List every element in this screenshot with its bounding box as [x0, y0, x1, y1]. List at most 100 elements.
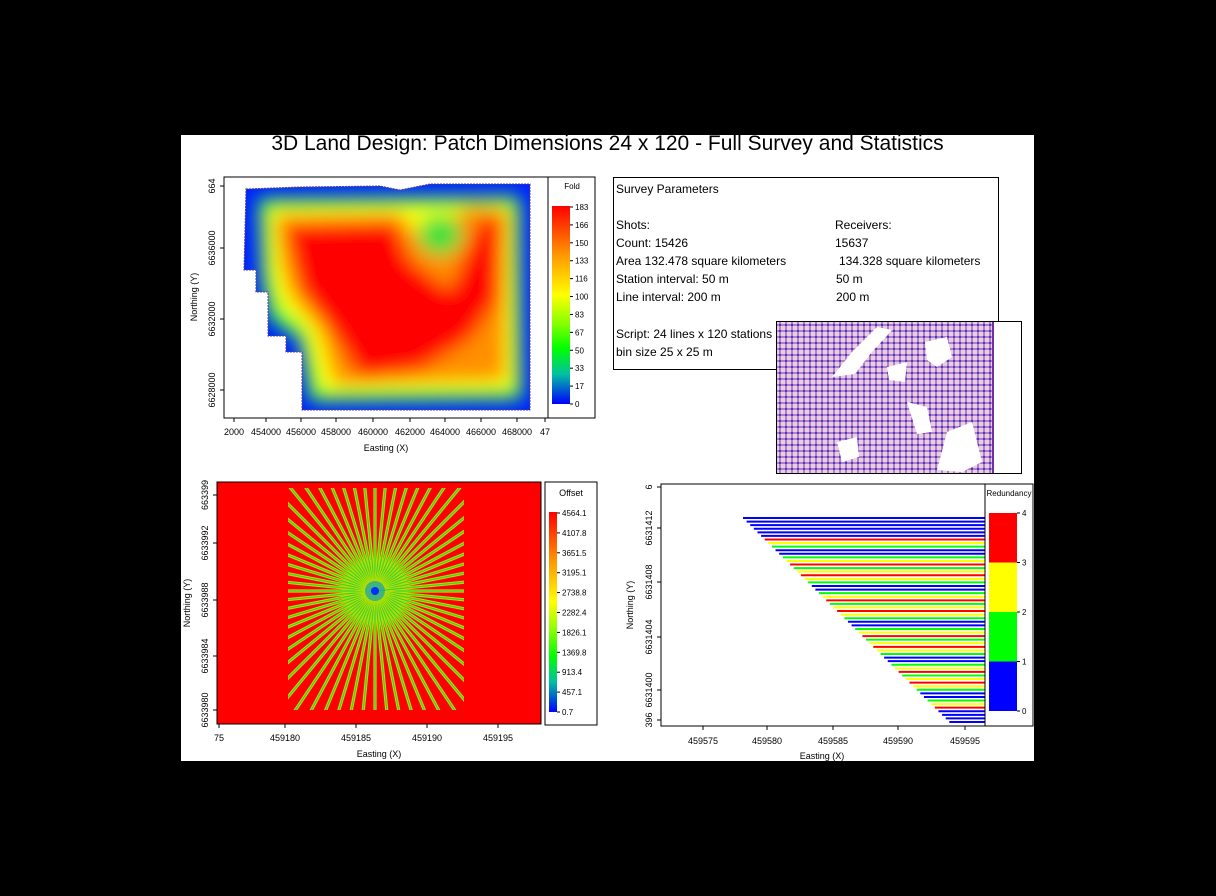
- fold-x-tick-label: 2000: [224, 427, 244, 437]
- fold-x-tick-label: 47: [540, 427, 550, 437]
- bin-size-text: bin size 25 x 25 m: [616, 345, 713, 359]
- offset-spoke-core: [374, 590, 464, 610]
- offset-spoke-core: [374, 590, 464, 629]
- offset-colorbar-label: 2282.4: [562, 609, 587, 618]
- redundancy-y-tick-label: 6631400: [644, 672, 654, 707]
- offset-spoke-core: [374, 590, 400, 710]
- fold-colorbar-title: Fold: [564, 182, 580, 191]
- shots-label: Shots:: [616, 218, 651, 232]
- offset-x-tick-label: 459185: [341, 733, 371, 743]
- fold-colorbar-label: 183: [575, 203, 589, 212]
- redundancy-colorbar-segment: [989, 513, 1017, 563]
- fold-colorbar-label: 67: [575, 328, 584, 337]
- receivers-count: 15637: [835, 236, 869, 250]
- offset-spoke-core: [288, 518, 376, 592]
- offset-y-tick-label: 663399: [200, 480, 210, 510]
- offset-spoke-core: [374, 590, 464, 640]
- redundancy-colorbar-label: 3: [1022, 559, 1027, 568]
- offset-spoke-core: [374, 590, 464, 665]
- page-title: 3D Land Design: Patch Dimensions 24 x 12…: [271, 132, 944, 155]
- fold-colorbar-label: 166: [575, 221, 589, 230]
- redundancy-x-tick-label: 459575: [688, 736, 718, 746]
- redundancy-y-tick-label: 396: [644, 712, 654, 727]
- offset-colorbar-label: 0.7: [562, 708, 574, 717]
- offset-spoke-core: [288, 590, 376, 650]
- survey-layout-grid: [777, 322, 994, 473]
- offset-colorbar-label: 913.4: [562, 668, 583, 677]
- offset-spoke-core: [374, 590, 440, 710]
- offset-spoke-core: [288, 590, 376, 619]
- offset-spoke-core: [374, 517, 464, 592]
- offset-spoke-core: [374, 590, 464, 601]
- offset-x-label: Easting (X): [357, 749, 402, 759]
- offset-spoke-core: [374, 530, 464, 592]
- offset-spokes: [288, 488, 464, 710]
- offset-colorbar-label: 1369.8: [562, 648, 587, 657]
- fold-heat: [244, 184, 530, 410]
- offset-spoke-core: [305, 488, 376, 592]
- offset-spoke-core: [288, 590, 376, 639]
- offset-spoke-core: [288, 503, 376, 592]
- offset-spoke-core: [374, 488, 419, 592]
- offset-colorbar-label: 3651.5: [562, 549, 587, 558]
- fold-colorbar-label: 50: [575, 346, 584, 355]
- offset-spoke-core: [374, 563, 464, 592]
- offset-colorbar-title: Offset: [559, 488, 583, 498]
- redundancy-colorbar-segment: [989, 562, 1017, 612]
- fold-x-tick-label: 462000: [395, 427, 425, 437]
- redundancy-y-label: Northing (Y): [625, 581, 635, 630]
- offset-x-tick-label: 459190: [412, 733, 442, 743]
- offset-colorbar-label: 4564.1: [562, 509, 587, 518]
- fold-x-tick-label: 460000: [358, 427, 388, 437]
- fold-y-tick-label: 6628000: [207, 372, 217, 407]
- redundancy-x-tick-label: 459590: [883, 736, 913, 746]
- script-text: Script: 24 lines x 120 stations: [616, 327, 773, 341]
- offset-colorbar-gradient: [549, 512, 557, 712]
- redundancy-x-tick-label: 459585: [818, 736, 848, 746]
- offset-center-core: [371, 587, 379, 595]
- redundancy-colorbar-title: Redundancy: [987, 489, 1032, 498]
- receivers-line-interval: 200 m: [836, 290, 870, 304]
- offset-spoke-core: [289, 488, 376, 592]
- fold-x-tick-label: 464000: [430, 427, 460, 437]
- fold-colorbar-label: 83: [575, 310, 584, 319]
- redundancy-colorbar-label: 4: [1022, 509, 1027, 518]
- redundancy-x-tick-label: 459580: [752, 736, 782, 746]
- offset-spoke-core: [288, 590, 376, 609]
- survey-layout-map: [776, 321, 1022, 474]
- offset-y-tick-label: 6633980: [200, 692, 210, 727]
- offset-spoke-core: [331, 488, 376, 592]
- fold-colorbar-label: 133: [575, 257, 589, 266]
- shots-area: Area 132.478 square kilometers: [616, 254, 787, 268]
- offset-spoke-core: [374, 590, 456, 710]
- offset-spoke-core: [288, 543, 376, 592]
- fold-x-tick-label: 458000: [321, 427, 351, 437]
- params-heading: Survey Parameters: [616, 182, 719, 196]
- offset-x-tick-label: 75: [214, 733, 224, 743]
- offset-spoke-core: [374, 590, 412, 710]
- offset-spoke-core: [288, 581, 376, 592]
- offset-y-label: Northing (Y): [182, 579, 192, 628]
- redundancy-y-tick-label: 6631412: [644, 510, 654, 545]
- fold-x-label: Easting (X): [364, 443, 409, 453]
- fold-x-tick-label: 466000: [466, 427, 496, 437]
- receivers-station-interval: 50 m: [836, 272, 863, 286]
- offset-colorbar-label: 3195.1: [562, 569, 587, 578]
- offset-spoke-core: [374, 488, 445, 592]
- shots-line-interval: Line interval: 200 m: [616, 290, 721, 304]
- fold-colorbar-label: 33: [575, 364, 584, 373]
- offset-spoke-core: [288, 573, 376, 592]
- offset-spoke-core: [288, 590, 376, 679]
- fold-y-tick-label: 6632000: [207, 301, 217, 336]
- fold-outline: [243, 183, 531, 411]
- fold-colorbar-gradient: [552, 206, 570, 404]
- offset-spoke-core: [374, 590, 464, 652]
- offset-colorbar-label: 1826.1: [562, 628, 587, 637]
- offset-colorbar-label: 457.1: [562, 688, 583, 697]
- offset-spoke-core: [350, 590, 376, 710]
- offset-spoke-core: [374, 488, 407, 592]
- fold-y-label: Northing (Y): [189, 273, 199, 322]
- fold-colorbar-label: 116: [575, 275, 588, 284]
- shots-station-interval: Station interval: 50 m: [616, 272, 729, 286]
